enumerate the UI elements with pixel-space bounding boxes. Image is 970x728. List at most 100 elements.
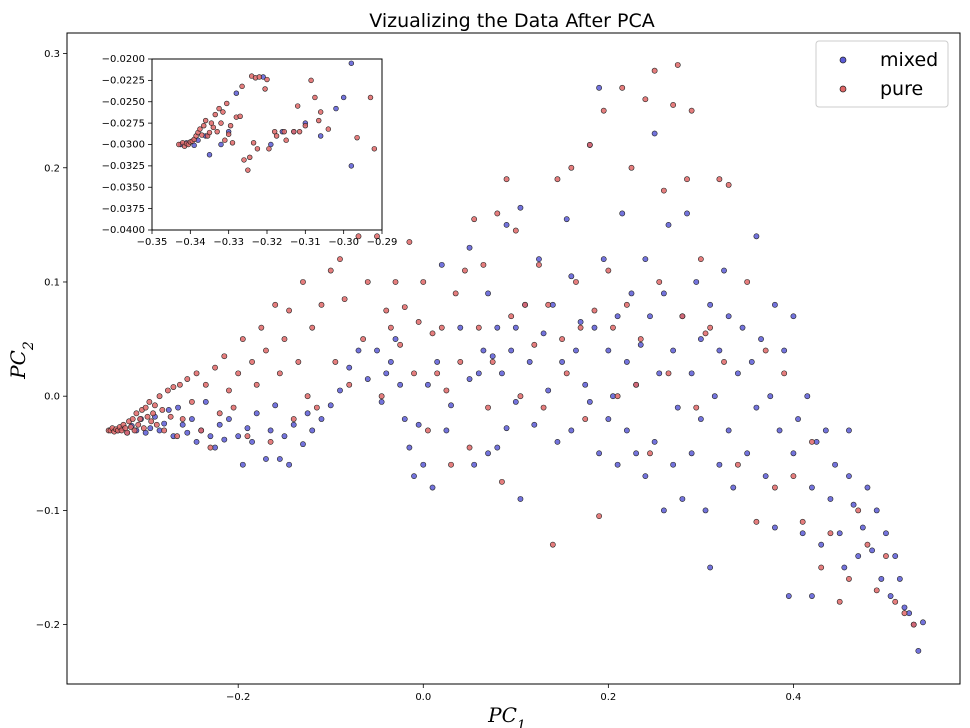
data-point-pure: [554, 176, 561, 183]
data-point-mixed: [503, 221, 510, 228]
data-point-mixed: [776, 427, 783, 434]
data-point-pure: [276, 370, 283, 377]
data-point-mixed: [758, 336, 764, 342]
data-point-pure: [633, 381, 640, 388]
data-point-mixed: [716, 347, 723, 354]
data-point-pure: [799, 518, 806, 525]
data-point-mixed: [568, 427, 575, 434]
main-x-tick-label: −0.2: [226, 692, 250, 703]
data-point-pure: [628, 164, 635, 171]
data-point-mixed: [503, 425, 510, 432]
inset-y-tick-label: −0.0275: [102, 118, 145, 129]
data-point-mixed: [697, 336, 704, 342]
data-point-pure: [443, 387, 450, 394]
inset-series-pure-points: [176, 73, 378, 173]
data-point-mixed: [420, 461, 427, 468]
data-point-mixed: [832, 461, 838, 468]
legend: mixed pure: [815, 40, 949, 108]
data-point-mixed: [619, 210, 626, 217]
data-point-mixed: [735, 370, 741, 377]
data-point-pure: [371, 146, 378, 152]
data-point-mixed: [327, 402, 334, 409]
data-point-mixed: [233, 90, 240, 96]
data-point-mixed: [401, 416, 408, 422]
data-point-mixed: [628, 290, 635, 297]
data-point-mixed: [767, 393, 774, 400]
data-point-mixed: [374, 347, 380, 354]
data-point-pure: [239, 336, 246, 342]
data-point-pure: [586, 142, 593, 148]
data-point-pure: [411, 370, 417, 377]
data-point-mixed: [263, 456, 269, 462]
data-point-mixed: [253, 410, 260, 417]
data-point-pure: [225, 131, 232, 137]
data-point-pure: [325, 126, 332, 132]
data-point-mixed: [577, 319, 584, 325]
data-point-pure: [401, 304, 408, 311]
data-point-mixed: [873, 507, 880, 514]
data-point-pure: [591, 307, 598, 314]
data-point-mixed: [744, 450, 751, 457]
data-point-mixed: [623, 359, 630, 365]
data-point-pure: [214, 128, 220, 135]
data-point-mixed: [309, 427, 316, 434]
inset-x-tick-label: −0.32: [252, 237, 283, 248]
data-point-mixed: [392, 336, 399, 342]
data-point-pure: [809, 438, 815, 445]
data-point-mixed: [517, 496, 524, 502]
data-point-pure: [131, 427, 138, 434]
data-point-pure: [716, 176, 723, 183]
data-point-mixed: [239, 461, 246, 468]
data-point-mixed: [674, 404, 681, 411]
data-point-mixed: [184, 429, 191, 436]
legend-label-mixed: mixed: [880, 49, 938, 71]
data-point-pure: [637, 336, 644, 342]
data-point-mixed: [795, 416, 801, 422]
data-point-mixed: [707, 301, 714, 308]
inset-y-tick-label: −0.0250: [102, 97, 145, 108]
legend-marker-mixed: [839, 56, 847, 64]
data-point-mixed: [517, 204, 524, 211]
data-point-mixed: [244, 425, 251, 432]
data-point-mixed: [290, 421, 297, 428]
data-point-pure: [124, 429, 131, 436]
inset-axes: −0.35 −0.34 −0.33 −0.32 −0.31 −0.30 −0.29 −0.0…: [102, 54, 398, 248]
data-point-mixed: [364, 376, 371, 382]
data-point-pure: [159, 406, 166, 413]
data-point-pure: [540, 404, 547, 411]
data-point-mixed: [415, 421, 422, 428]
data-point-mixed: [485, 290, 491, 297]
data-point-mixed: [202, 398, 209, 405]
data-point-pure: [210, 124, 217, 131]
data-point-mixed: [827, 496, 834, 502]
data-point-pure: [753, 518, 760, 525]
data-point-pure: [425, 427, 431, 434]
data-point-pure: [264, 76, 270, 83]
data-point-mixed: [688, 450, 695, 457]
data-point-mixed: [448, 402, 454, 409]
data-point-pure: [189, 398, 195, 405]
main-y-tick-label: 0.3: [44, 49, 60, 60]
data-point-pure: [864, 541, 871, 548]
data-point-pure: [142, 404, 149, 411]
inset-x-tick-label: −0.30: [328, 237, 359, 248]
data-point-pure: [230, 404, 237, 411]
data-point-pure: [397, 341, 404, 348]
data-point-pure: [485, 404, 491, 411]
data-point-pure: [201, 122, 207, 129]
data-point-mixed: [512, 324, 519, 331]
data-point-pure: [651, 67, 658, 74]
data-point-pure: [316, 117, 322, 124]
data-point-mixed: [596, 84, 602, 91]
data-point-mixed: [637, 341, 644, 348]
data-point-mixed: [878, 576, 885, 582]
data-point-pure: [283, 137, 289, 143]
data-point-pure: [317, 109, 324, 115]
data-point-pure: [216, 105, 222, 112]
data-point-mixed: [864, 484, 871, 491]
inset-y-tick-label: −0.0325: [102, 161, 145, 172]
data-point-mixed: [670, 347, 677, 354]
data-point-mixed: [536, 256, 542, 263]
data-point-pure: [227, 122, 234, 129]
